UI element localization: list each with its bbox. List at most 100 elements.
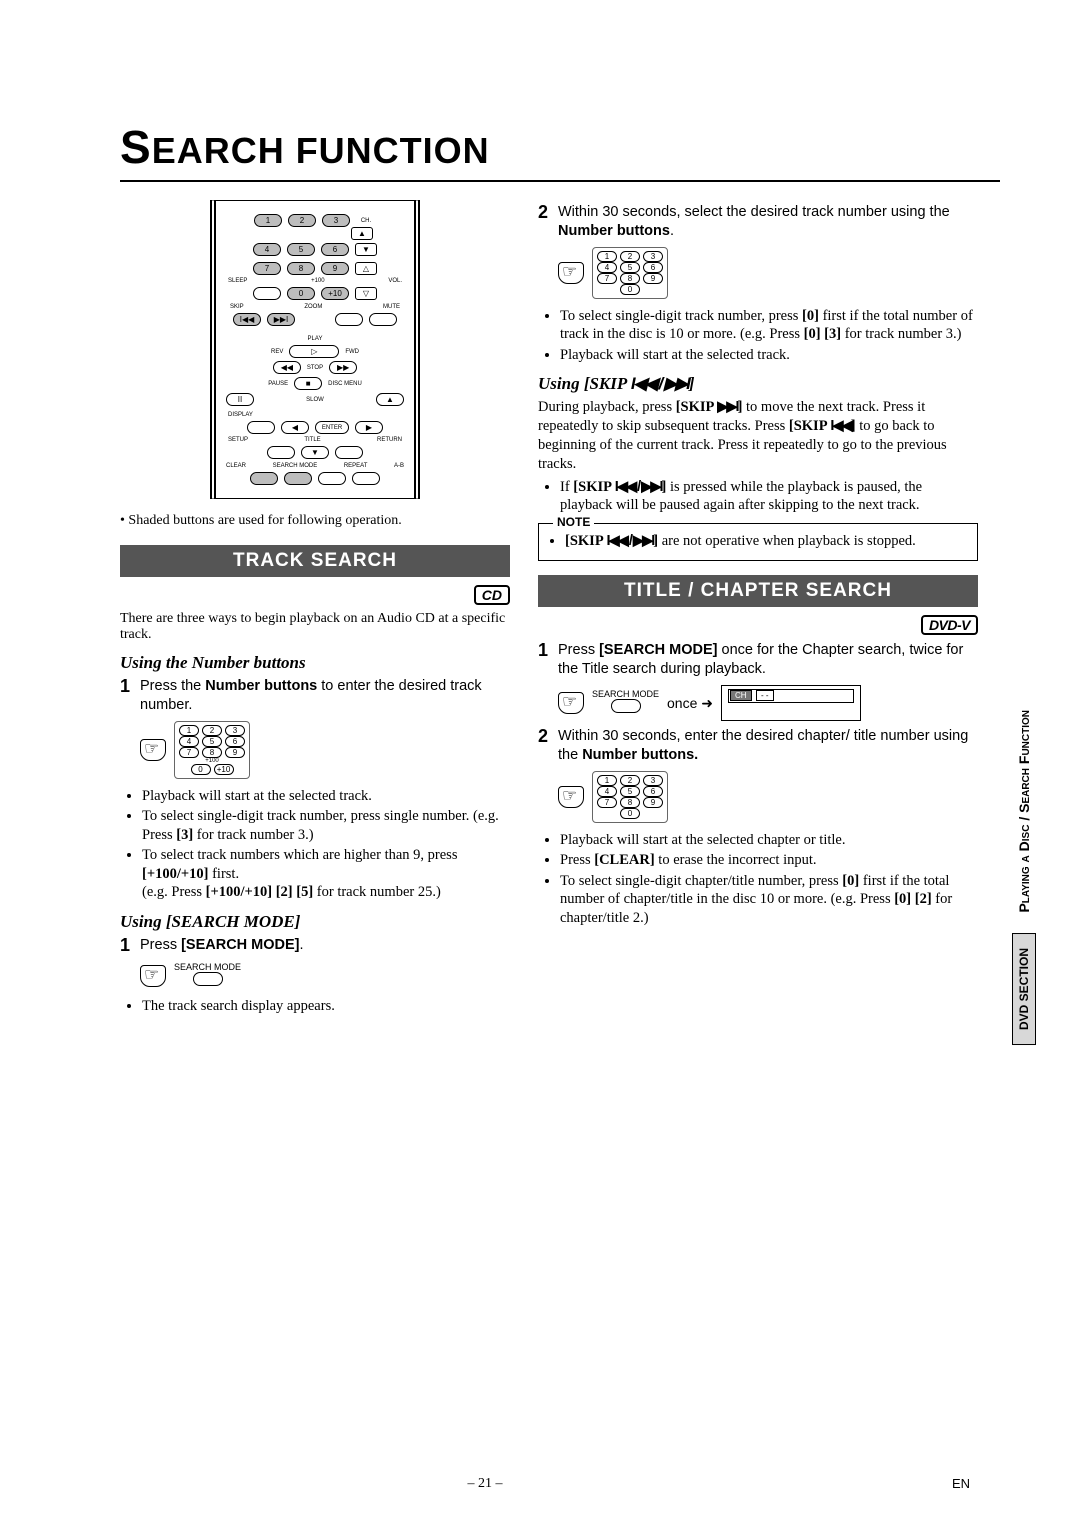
remote-btn-0: 0 xyxy=(287,287,315,300)
top-bullets: To select single-digit track number, pre… xyxy=(546,307,978,365)
enter-btn: ENTER xyxy=(315,421,349,434)
step-2-text: Within 30 seconds, select the desired tr… xyxy=(558,203,978,241)
step-num-2: 2 xyxy=(538,203,552,241)
remote-btn-5: 5 xyxy=(287,243,315,256)
step-num-1: 1 xyxy=(120,677,134,715)
track-search-intro: There are three ways to begin playback o… xyxy=(120,611,510,643)
list-item: If [SKIP I◀◀ / ▶▶I] is pressed while the… xyxy=(560,478,978,515)
list-item: To select single-digit track number, pre… xyxy=(560,307,978,344)
search-mode-key xyxy=(193,972,223,986)
title-lbl: TITLE xyxy=(304,437,320,443)
vol-up: △ xyxy=(355,262,377,275)
list-item: Playback will start at the selected trac… xyxy=(142,787,510,806)
note-item: [SKIP I◀◀ / ▶▶I] are not operative when … xyxy=(565,532,967,551)
sleep-label: SLEEP xyxy=(228,278,247,284)
repeat-lbl: REPEAT xyxy=(344,463,368,469)
ab-lbl: A-B xyxy=(394,463,404,469)
using-search-mode-head: Using [SEARCH MODE] xyxy=(120,912,510,932)
keypad-figure-3: 123 456 789 0 xyxy=(558,771,978,823)
remote-btn-8: 8 xyxy=(287,262,315,275)
zoom-label: ZOOM xyxy=(304,304,322,310)
setup-btn xyxy=(267,446,295,459)
hand-icon xyxy=(558,786,584,808)
discmenu-btn: ▲ xyxy=(376,393,404,406)
list-item: Playback will start at the selected chap… xyxy=(560,831,978,850)
step-num-2b: 2 xyxy=(538,727,552,765)
cd-badge-wrap: CD xyxy=(120,585,510,605)
remote-btn-4: 4 xyxy=(253,243,281,256)
sleep-btn xyxy=(253,287,281,300)
rev-btn: ◀◀ xyxy=(273,361,301,374)
setup-lbl: SETUP xyxy=(228,437,248,443)
list-item: To select single-digit chapter/title num… xyxy=(560,872,978,928)
skip-paragraph: During playback, press [SKIP ▶▶I] to mov… xyxy=(538,398,978,473)
osd-tab-blank: - - xyxy=(756,690,774,701)
remote-btn-3: 3 xyxy=(322,214,350,227)
searchmode-btn xyxy=(284,472,312,485)
list-item: To select track numbers which are higher… xyxy=(142,846,510,902)
sm-lbl: SEARCH MODE xyxy=(273,463,318,469)
skip-label: SKIP xyxy=(230,304,244,310)
right-column: 2 Within 30 seconds, select the desired … xyxy=(538,200,978,1023)
return-btn xyxy=(335,446,363,459)
skip-prev-btn: I◀◀ xyxy=(233,313,261,326)
hand-icon xyxy=(558,692,584,714)
tc-step1-text: Press [SEARCH MODE] once for the Chapter… xyxy=(558,641,978,679)
stop-lbl: STOP xyxy=(307,365,323,371)
remote-btn-7: 7 xyxy=(253,262,281,275)
skip-bullets: If [SKIP I◀◀ / ▶▶I] is pressed while the… xyxy=(546,478,978,515)
list-item: To select single-digit track number, pre… xyxy=(142,807,510,844)
ab-btn xyxy=(352,472,380,485)
play-btn: ▷ xyxy=(289,345,339,358)
ch-label: CH. xyxy=(356,218,376,224)
pause-btn: II xyxy=(226,393,254,406)
sm-key xyxy=(611,699,641,713)
sm-bullets: The track search display appears. xyxy=(128,997,510,1016)
list-item: Press [CLEAR] to erase the incorrect inp… xyxy=(560,851,978,870)
osd-display: CH - - xyxy=(721,685,861,721)
search-mode-small-label: SEARCH MODE xyxy=(174,962,241,972)
cd-badge: CD xyxy=(474,585,510,605)
p100-label: +100 xyxy=(311,278,325,284)
title-chapter-bar: TITLE / CHAPTER SEARCH xyxy=(538,575,978,607)
tc-bullets: Playback will start at the selected chap… xyxy=(546,831,978,928)
numbers-bullets: Playback will start at the selected trac… xyxy=(128,787,510,902)
page-footer: – 21 – EN xyxy=(0,1476,1080,1492)
vol-label: VOL. xyxy=(388,278,402,284)
using-number-buttons-head: Using the Number buttons xyxy=(120,653,510,673)
repeat-btn xyxy=(318,472,346,485)
number-pad: 123 456 789 +100 0+10 xyxy=(174,721,250,779)
content-columns: 123CH. ▲ 456▼ 789△ SLEEP+100VOL. 0+10▽ S… xyxy=(120,200,1000,1023)
discmenu-lbl: DISC MENU xyxy=(328,381,362,387)
number-pad-2: 123 456 789 0 xyxy=(592,247,668,299)
vol-dn: ▽ xyxy=(355,287,377,300)
hand-icon xyxy=(558,262,584,284)
skip-next-btn: ▶▶I xyxy=(267,313,295,326)
nav-left: ◀ xyxy=(281,421,309,434)
remote-btn-p10: +10 xyxy=(321,287,349,300)
display-btn xyxy=(247,421,275,434)
side-tabs: Playing a Disc / Search Function DVD SEC… xyxy=(1012,700,1036,1045)
remote-btn-1: 1 xyxy=(254,214,282,227)
page-title: SEARCH FUNCTION xyxy=(120,120,1000,174)
side-tab-main: Playing a Disc / Search Function xyxy=(1012,700,1036,923)
using-skip-head: Using [SKIP I◀◀ / ▶▶I] xyxy=(538,374,978,394)
clear-lbl: CLEAR xyxy=(226,463,246,469)
hand-icon xyxy=(140,965,166,987)
left-column: 123CH. ▲ 456▼ 789△ SLEEP+100VOL. 0+10▽ S… xyxy=(120,200,510,1023)
sm-small-label: SEARCH MODE xyxy=(592,689,659,699)
osd-tab-ch: CH xyxy=(730,690,752,701)
play-label: PLAY xyxy=(308,336,323,342)
side-tab-dvd-section: DVD SECTION xyxy=(1012,933,1036,1045)
fwd-lbl: FWD xyxy=(345,349,359,355)
number-pad-3: 123 456 789 0 xyxy=(592,771,668,823)
rev-lbl: REV xyxy=(271,349,283,355)
mute-btn xyxy=(369,313,397,326)
ch-dn: ▼ xyxy=(355,243,377,256)
once-arrow: once ➜ xyxy=(667,695,713,712)
step-1-text: Press the Number buttons to enter the de… xyxy=(140,677,510,715)
remote-diagram: 123CH. ▲ 456▼ 789△ SLEEP+100VOL. 0+10▽ S… xyxy=(210,200,420,499)
dvd-badge-wrap: DVD-V xyxy=(538,615,978,635)
step-1-numbers: 1 Press the Number buttons to enter the … xyxy=(120,677,510,715)
fwd-btn: ▶▶ xyxy=(329,361,357,374)
